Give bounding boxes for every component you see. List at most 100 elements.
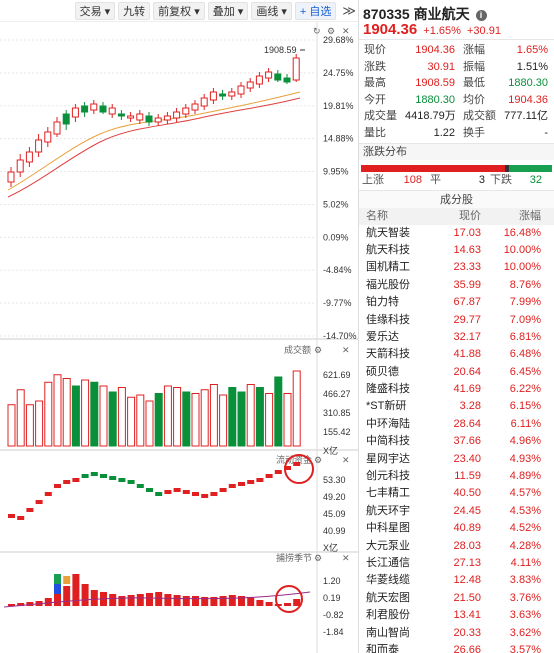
component-row[interactable]: 国机精工 23.33 10.00% bbox=[359, 259, 554, 276]
header-change[interactable]: 涨幅 bbox=[519, 209, 541, 222]
draw-button[interactable]: 画线 ▾ bbox=[251, 1, 292, 20]
candle-body bbox=[7, 171, 15, 183]
kline-y-tick: -9.77% bbox=[323, 298, 352, 308]
close-icon[interactable]: ✕ bbox=[342, 26, 350, 36]
component-row[interactable]: 福光股份 35.99 8.76% bbox=[359, 277, 554, 294]
volume-bar bbox=[200, 389, 209, 447]
fund-flow-bar bbox=[35, 500, 43, 504]
nine-turn-button[interactable]: 九转 bbox=[118, 1, 151, 20]
component-row[interactable]: *ST新研 3.28 6.15% bbox=[359, 398, 554, 415]
capture-y-tick: 1.20 bbox=[323, 576, 341, 586]
component-row[interactable]: 利君股份 13.41 3.63% bbox=[359, 607, 554, 624]
candle-body bbox=[16, 159, 24, 173]
overlay-button[interactable]: 叠加 ▾ bbox=[207, 1, 249, 20]
component-name: 爱乐达 bbox=[366, 330, 399, 343]
component-row[interactable]: 隆盛科技 41.69 6.22% bbox=[359, 381, 554, 398]
component-row[interactable]: 航天环宇 24.45 4.53% bbox=[359, 503, 554, 520]
component-row[interactable]: 航天科技 14.63 10.00% bbox=[359, 242, 554, 259]
candle-body bbox=[209, 91, 217, 101]
components-list: 航天智装 17.03 16.48% 航天科技 14.63 10.00% 国机精工 23.33 1… bbox=[359, 225, 554, 653]
volume-title: 成交额 bbox=[284, 344, 311, 355]
component-row[interactable]: 南山智尚 20.33 3.62% bbox=[359, 625, 554, 642]
change-amount: +30.91 bbox=[466, 25, 501, 37]
component-row[interactable]: 大元泵业 28.03 4.28% bbox=[359, 538, 554, 555]
component-row[interactable]: 爱乐达 32.17 6.81% bbox=[359, 329, 554, 346]
component-row[interactable]: 华菱线缆 12.48 3.83% bbox=[359, 572, 554, 589]
component-row[interactable]: 航天宏图 21.50 3.76% bbox=[359, 590, 554, 607]
component-row[interactable]: 和而泰 26.66 3.57% bbox=[359, 642, 554, 653]
fund-flow-bar bbox=[44, 492, 52, 496]
candle-body bbox=[53, 121, 61, 135]
volume-bar bbox=[191, 393, 200, 447]
capture-bars bbox=[3, 574, 311, 613]
more-chevron-icon[interactable]: ≫ bbox=[342, 2, 356, 18]
component-name: *ST新研 bbox=[366, 400, 407, 413]
volume-bar bbox=[154, 393, 163, 447]
trade-button[interactable]: 交易 ▾ bbox=[74, 1, 116, 20]
components-title: 成分股 bbox=[359, 189, 554, 208]
stat-value: 1.51% bbox=[516, 60, 548, 73]
component-row[interactable]: 硕贝德 20.64 6.45% bbox=[359, 364, 554, 381]
volume-bar bbox=[99, 385, 108, 447]
component-name: 航天智装 bbox=[366, 226, 410, 239]
component-name: 七丰精工 bbox=[366, 487, 410, 500]
component-name: 福光股份 bbox=[366, 278, 410, 291]
stat-row: 涨跌 30.91 振幅 1.51% bbox=[359, 59, 554, 76]
component-name: 航天宏图 bbox=[366, 591, 410, 604]
stat-value: 30.91 bbox=[427, 60, 455, 73]
settings-icon[interactable]: ⚙ bbox=[327, 26, 335, 36]
stat-value: - bbox=[544, 126, 548, 139]
price-line: 1904.36 +1.65% +30.91 bbox=[359, 20, 554, 40]
component-row[interactable]: 航天智装 17.03 16.48% bbox=[359, 225, 554, 242]
adjust-button[interactable]: 前复权 ▾ bbox=[153, 1, 205, 20]
component-name: 星网宇达 bbox=[366, 452, 410, 465]
chart-canvas[interactable]: ↻ ⚙ ✕ 29.68% 24.75% 19.81% 14.88% 9.95% 5.02%… bbox=[0, 22, 358, 653]
component-row[interactable]: 佳缘科技 29.77 7.09% bbox=[359, 312, 554, 329]
volume-bar bbox=[246, 384, 255, 447]
component-name: 硕贝德 bbox=[366, 365, 399, 378]
quote-panel: 870335 商业航天 i 1904.36 +1.65% +30.91 现价 19… bbox=[358, 0, 554, 653]
component-row[interactable]: 创元科技 11.59 4.89% bbox=[359, 468, 554, 485]
component-price: 23.40 bbox=[453, 452, 481, 465]
high-price-label: 1908.59 bbox=[264, 45, 297, 55]
stat-row: 现价 1904.36 涨幅 1.65% bbox=[359, 42, 554, 59]
settings-icon: ⚙ bbox=[314, 553, 322, 563]
component-name: 大元泵业 bbox=[366, 539, 410, 552]
component-row[interactable]: 中科星图 40.89 4.52% bbox=[359, 520, 554, 537]
stat-value: 1904.36 bbox=[415, 44, 455, 56]
fund-flow-bar bbox=[182, 490, 190, 494]
header-name[interactable]: 名称 bbox=[366, 209, 388, 222]
component-row[interactable]: 铂力特 67.87 7.99% bbox=[359, 294, 554, 311]
component-row[interactable]: 天箭科技 41.88 6.48% bbox=[359, 346, 554, 363]
component-change: 4.96% bbox=[509, 435, 541, 448]
header-price[interactable]: 现价 bbox=[459, 209, 481, 222]
candle-body bbox=[90, 103, 98, 111]
chart-area[interactable]: 交易 ▾ 九转 前复权 ▾ 叠加 ▾ 画线 ▾ + 自选 ≫ ↻ ⚙ ✕ 29.… bbox=[0, 0, 358, 653]
candle-body bbox=[145, 115, 153, 123]
capture-bar bbox=[210, 597, 218, 606]
flat-count: 3 bbox=[478, 173, 485, 186]
info-icon[interactable]: i bbox=[475, 10, 487, 21]
add-watchlist-button[interactable]: + 自选 bbox=[294, 1, 337, 20]
kline-candles bbox=[7, 54, 300, 187]
component-name: 航天环宇 bbox=[366, 504, 410, 517]
fund-flow-y-tick: 45.09 bbox=[323, 509, 346, 519]
component-row[interactable]: 中环海陆 28.64 6.11% bbox=[359, 416, 554, 433]
kline-y-tick: 19.81% bbox=[323, 101, 354, 111]
fund-flow-bar bbox=[26, 508, 34, 512]
capture-bar bbox=[182, 596, 190, 606]
refresh-icon[interactable]: ↻ bbox=[313, 26, 321, 36]
candle-body bbox=[71, 107, 79, 118]
component-name: 华菱线缆 bbox=[366, 574, 410, 587]
volume-bar bbox=[145, 400, 154, 447]
component-row[interactable]: 中简科技 37.66 4.96% bbox=[359, 433, 554, 450]
stat-value: 1.65% bbox=[516, 44, 548, 56]
capture-bar bbox=[63, 586, 71, 606]
component-row[interactable]: 长江通信 27.13 4.11% bbox=[359, 555, 554, 572]
component-name: 和而泰 bbox=[366, 643, 399, 653]
component-change: 4.89% bbox=[509, 470, 541, 483]
component-row[interactable]: 七丰精工 40.50 4.57% bbox=[359, 485, 554, 502]
component-price: 21.50 bbox=[453, 591, 481, 604]
stat-value: 777.11亿 bbox=[504, 110, 548, 123]
component-row[interactable]: 星网宇达 23.40 4.93% bbox=[359, 451, 554, 468]
